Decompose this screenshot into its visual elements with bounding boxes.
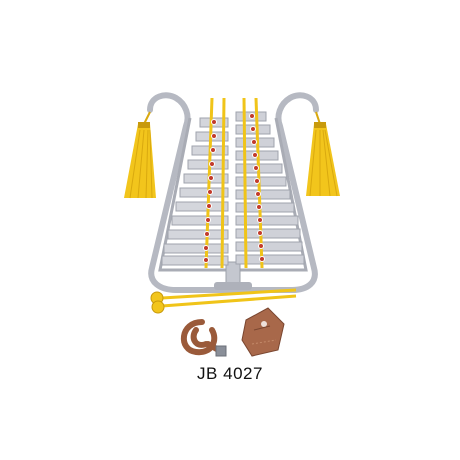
- neck-strap: [180, 319, 227, 357]
- model-label: JB 4027: [197, 364, 263, 383]
- bar-rivets: [203, 113, 265, 263]
- tassel-right: [306, 111, 340, 197]
- mallet-head-2: [151, 300, 165, 314]
- belt-holder: [241, 307, 285, 357]
- lyre-center-base: [214, 282, 252, 290]
- tassel-left: [124, 111, 156, 199]
- mallet-pair: [150, 288, 297, 314]
- glockenspiel-bell-lyre: [147, 92, 319, 293]
